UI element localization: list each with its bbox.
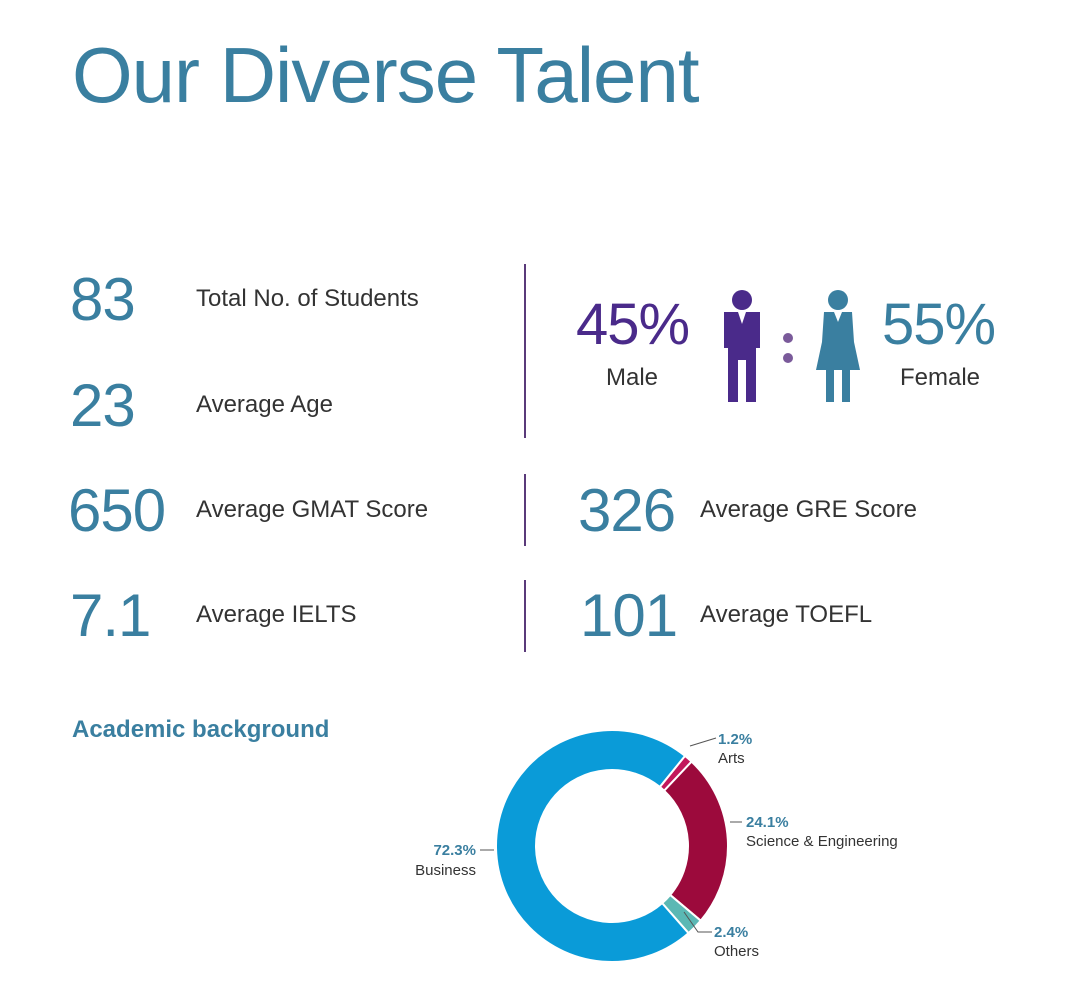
gmat-label: Average GMAT Score [196, 496, 429, 523]
divider-gre [524, 474, 526, 546]
gre-label: Average GRE Score [700, 496, 917, 523]
arts-name-label: Arts [718, 750, 745, 767]
female-label: Female [900, 364, 981, 391]
male-percentage: 45% [576, 292, 690, 357]
students-value: 83 [70, 266, 136, 333]
business-name-label: Business [415, 862, 476, 879]
toefl-label: Average TOEFL [700, 601, 873, 628]
page-title: Our Diverse Talent [72, 31, 699, 119]
arts-leader-line [689, 737, 717, 747]
arts-percent-label: 1.2% [718, 731, 752, 748]
gre-value: 326 [578, 477, 676, 544]
male-label: Male [606, 364, 659, 391]
others-leader-line [683, 911, 712, 933]
gmat-value: 650 [68, 477, 166, 544]
ratio-colon-icon [783, 333, 793, 363]
divider-gender [524, 264, 526, 438]
donut-segments [495, 729, 729, 963]
academic-background-title: Academic background [72, 716, 330, 743]
science-name-label: Science & Engineering [746, 833, 898, 850]
business-percent-label: 72.3% [433, 842, 476, 859]
ielts-label: Average IELTS [196, 601, 357, 628]
toefl-value: 101 [580, 582, 678, 649]
others-name-label: Others [714, 943, 759, 960]
divider-toefl [524, 580, 526, 652]
female-person-icon [816, 290, 860, 402]
male-person-icon [724, 290, 760, 402]
students-label: Total No. of Students [196, 285, 419, 312]
others-percent-label: 2.4% [714, 924, 748, 941]
age-value: 23 [70, 372, 136, 439]
ielts-value: 7.1 [70, 582, 151, 649]
age-label: Average Age [196, 391, 334, 418]
donut-segment-business [495, 729, 690, 963]
science-percent-label: 24.1% [746, 814, 789, 831]
female-percentage: 55% [882, 292, 996, 357]
academic-donut-chart: 1.2% Arts 24.1% Science & Engineering 2.… [415, 729, 898, 963]
